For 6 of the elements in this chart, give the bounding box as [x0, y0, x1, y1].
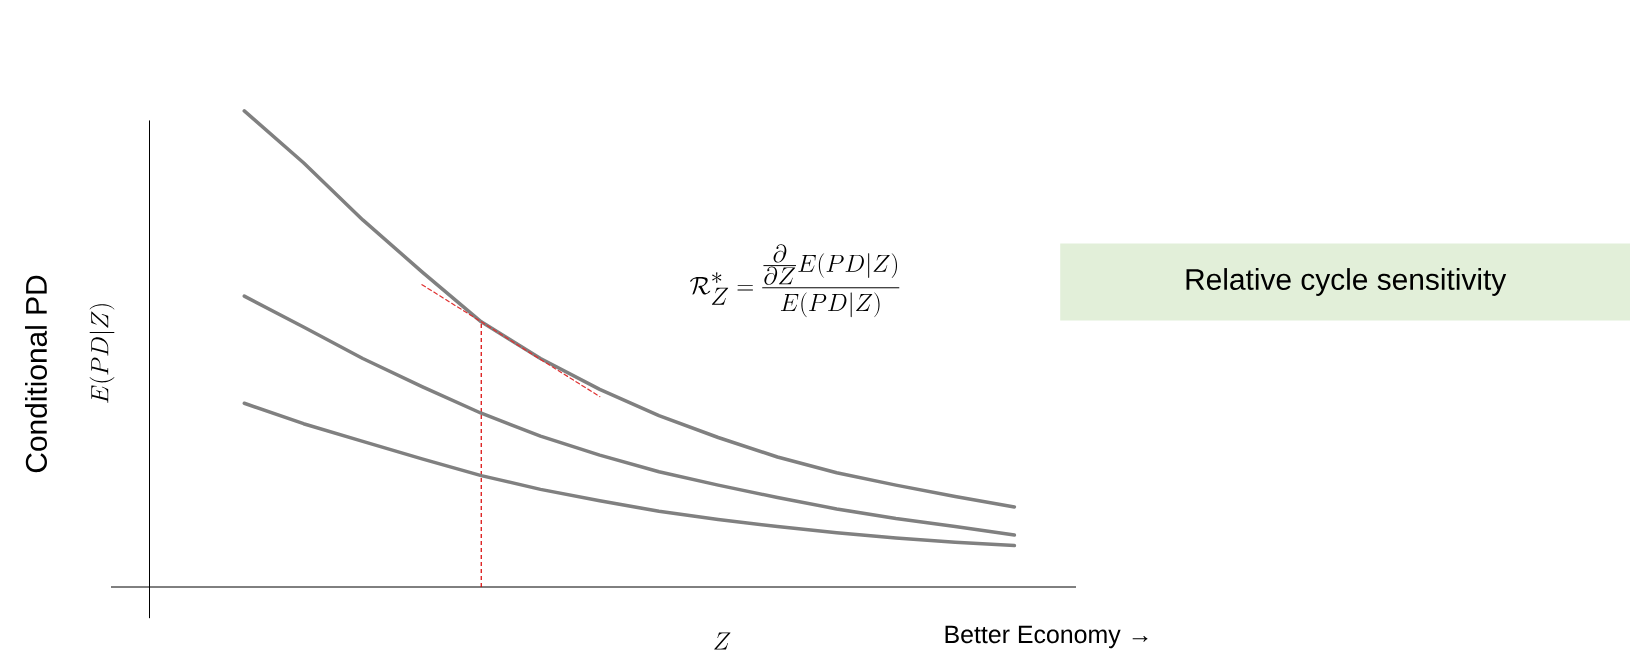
text: Conditional PD [25, 275, 47, 473]
annotation: $\mathcal{R}_Z^* = \frac{\frac{\partial}{\partial Z}E(PD|Z)}{E(PD|Z)}$ [690, 244, 900, 318]
text: $E(PD|Z)$ [89, 304, 115, 403]
text: Better Economy → [945, 625, 1148, 649]
x-axis-title: $Z$ [714, 632, 731, 650]
text: Relative cycle sensitivity [1186, 268, 1507, 296]
